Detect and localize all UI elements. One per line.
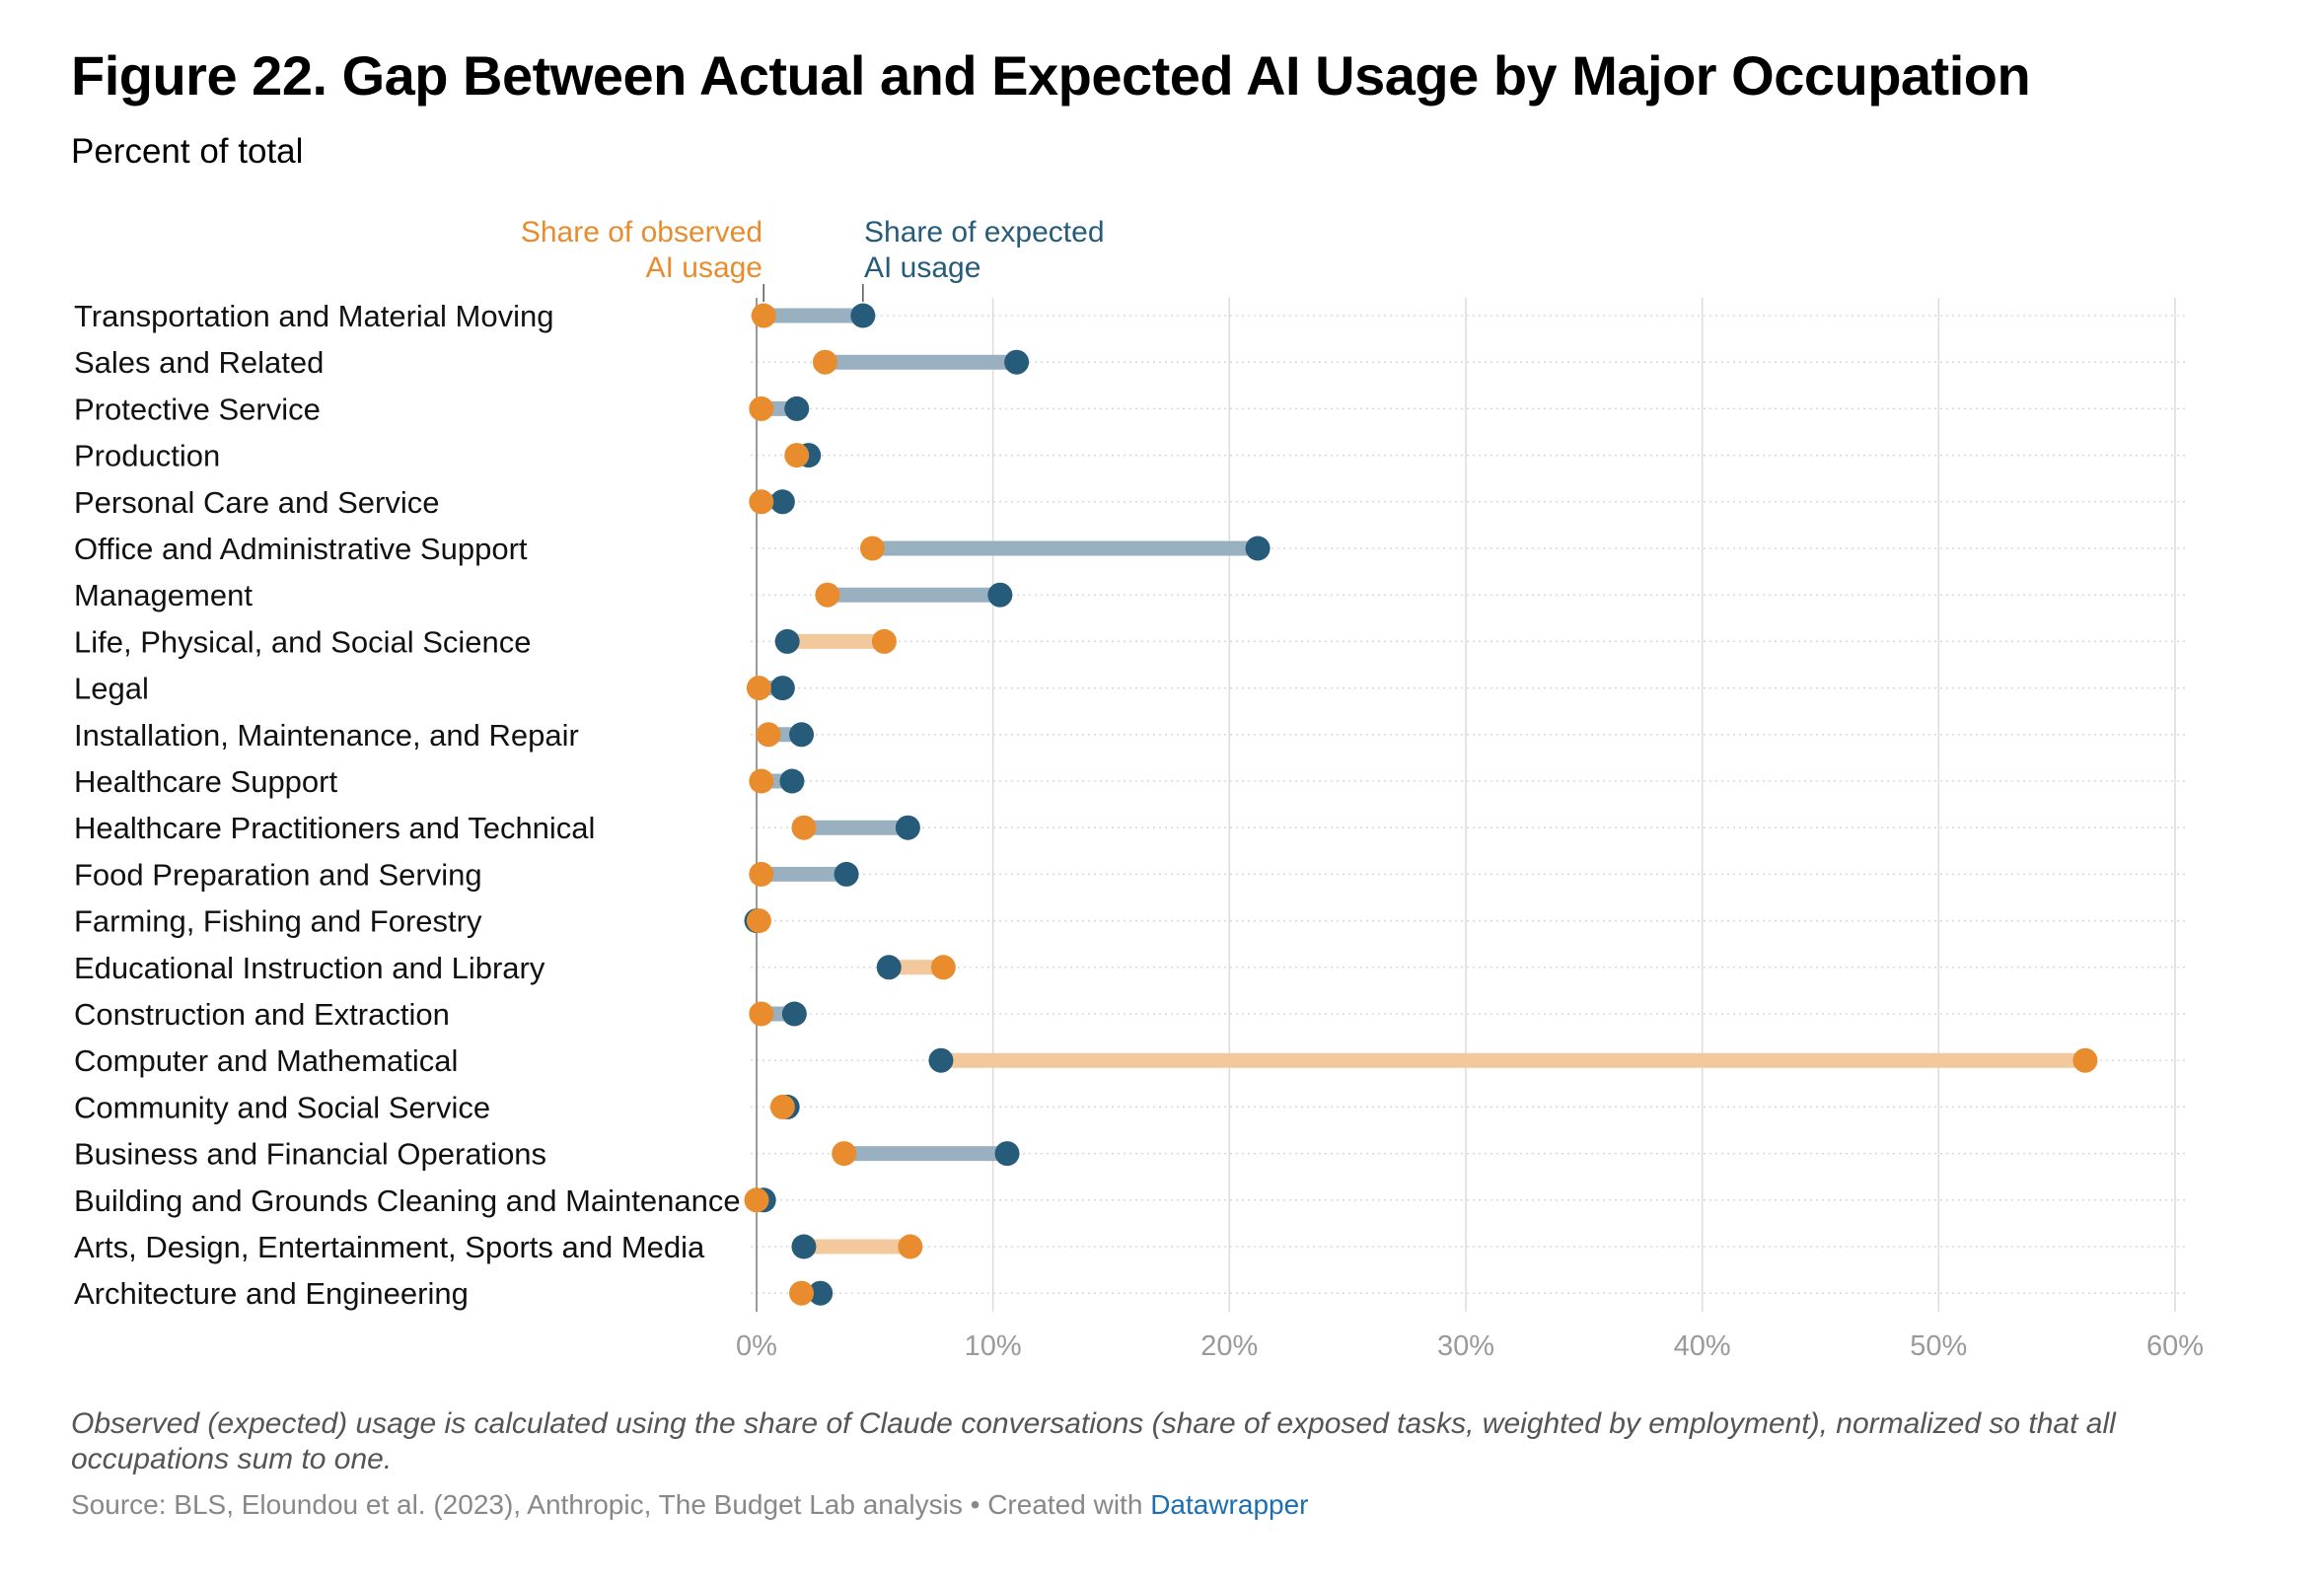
occupation-label: Food Preparation and Serving [74, 857, 482, 892]
occupation-label: Installation, Maintenance, and Repair [74, 718, 579, 753]
chart-rows: Transportation and Material Moving Sales … [74, 299, 2098, 1311]
expected-dot [1245, 536, 1271, 561]
legend-observed-label: Share of observed [521, 216, 763, 249]
expected-dot [808, 1280, 834, 1306]
observed-dot [898, 1234, 923, 1259]
occupation-label: Transportation and Material Moving [74, 299, 553, 333]
observed-dot [859, 536, 885, 561]
expected-dot [769, 489, 795, 515]
observed-dot [813, 349, 838, 375]
observed-dot [746, 908, 771, 934]
x-axis: 0% 10% 20% 30% 40% 50% 60% [736, 1330, 2204, 1362]
expected-dot [994, 1141, 1020, 1167]
expected-dot [895, 815, 920, 840]
observed-dot [769, 1094, 795, 1119]
expected-dot [987, 582, 1013, 608]
observed-dot [756, 722, 781, 748]
observed-dot [784, 443, 810, 468]
observed-dot [749, 395, 774, 421]
occupation-label: Legal [74, 672, 149, 706]
observed-dot [749, 768, 774, 794]
occupation-label: Office and Administrative Support [74, 532, 528, 566]
expected-dot [834, 861, 859, 887]
observed-dot [749, 861, 774, 887]
observed-dot [744, 1187, 769, 1213]
observed-dot [746, 676, 771, 701]
expected-dot [789, 722, 815, 748]
legend-expected-label: AI usage [864, 251, 980, 284]
legend-expected-label: Share of expected [864, 216, 1105, 249]
datawrapper-link[interactable]: Datawrapper [1150, 1489, 1309, 1520]
occupation-label: Healthcare Practitioners and Technical [74, 811, 595, 845]
occupation-label: Building and Grounds Cleaning and Mainte… [74, 1184, 741, 1218]
occupation-label: Educational Instruction and Library [74, 951, 545, 985]
expected-dot [850, 303, 876, 328]
occupation-label: Arts, Design, Entertainment, Sports and … [74, 1230, 705, 1264]
x-tick-label: 50% [1910, 1330, 1967, 1362]
legend-observed-label: AI usage [646, 251, 763, 284]
occupation-label: Architecture and Engineering [74, 1276, 469, 1311]
occupation-label: Life, Physical, and Social Science [74, 624, 532, 659]
expected-dot [876, 955, 902, 980]
x-tick-label: 30% [1437, 1330, 1494, 1362]
expected-dot [928, 1047, 954, 1073]
x-tick-label: 40% [1674, 1330, 1731, 1362]
observed-dot [815, 582, 840, 608]
observed-dot [832, 1141, 857, 1167]
occupation-label: Management [74, 578, 253, 612]
expected-dot [781, 1001, 807, 1027]
occupation-label: Computer and Mathematical [74, 1043, 458, 1078]
observed-dot [930, 955, 956, 980]
expected-dot [784, 395, 810, 421]
source-text: Source: BLS, Eloundou et al. (2023), Ant… [71, 1489, 1151, 1520]
occupation-label: Personal Care and Service [74, 485, 439, 520]
expected-dot [769, 676, 795, 701]
grid-lines [751, 298, 2187, 1312]
expected-dot [1004, 349, 1030, 375]
x-tick-label: 10% [965, 1330, 1022, 1362]
chart-subtitle: Percent of total [71, 132, 304, 171]
x-tick-label: 0% [736, 1330, 777, 1362]
occupation-label: Protective Service [74, 392, 321, 426]
observed-dot [2072, 1047, 2098, 1073]
expected-dot [791, 1234, 817, 1259]
source-line: Source: BLS, Eloundou et al. (2023), Ant… [71, 1489, 1309, 1521]
occupation-label: Farming, Fishing and Forestry [74, 904, 482, 939]
observed-dot [871, 628, 897, 654]
occupation-label: Business and Financial Operations [74, 1137, 546, 1172]
x-tick-label: 60% [2146, 1330, 2204, 1362]
occupation-label: Production [74, 439, 220, 473]
x-tick-label: 20% [1200, 1330, 1258, 1362]
occupation-label: Sales and Related [74, 345, 324, 380]
chart-title: Figure 22. Gap Between Actual and Expect… [71, 44, 2031, 107]
observed-dot [791, 815, 817, 840]
observed-dot [749, 1001, 774, 1027]
footnote: Observed (expected) usage is calculated … [71, 1407, 2116, 1475]
expected-dot [779, 768, 805, 794]
expected-dot [774, 628, 800, 654]
observed-dot [789, 1280, 815, 1306]
occupation-label: Community and Social Service [74, 1090, 490, 1124]
occupation-label: Construction and Extraction [74, 997, 450, 1032]
occupation-label: Healthcare Support [74, 764, 337, 799]
observed-dot [751, 303, 776, 328]
observed-dot [749, 489, 774, 515]
